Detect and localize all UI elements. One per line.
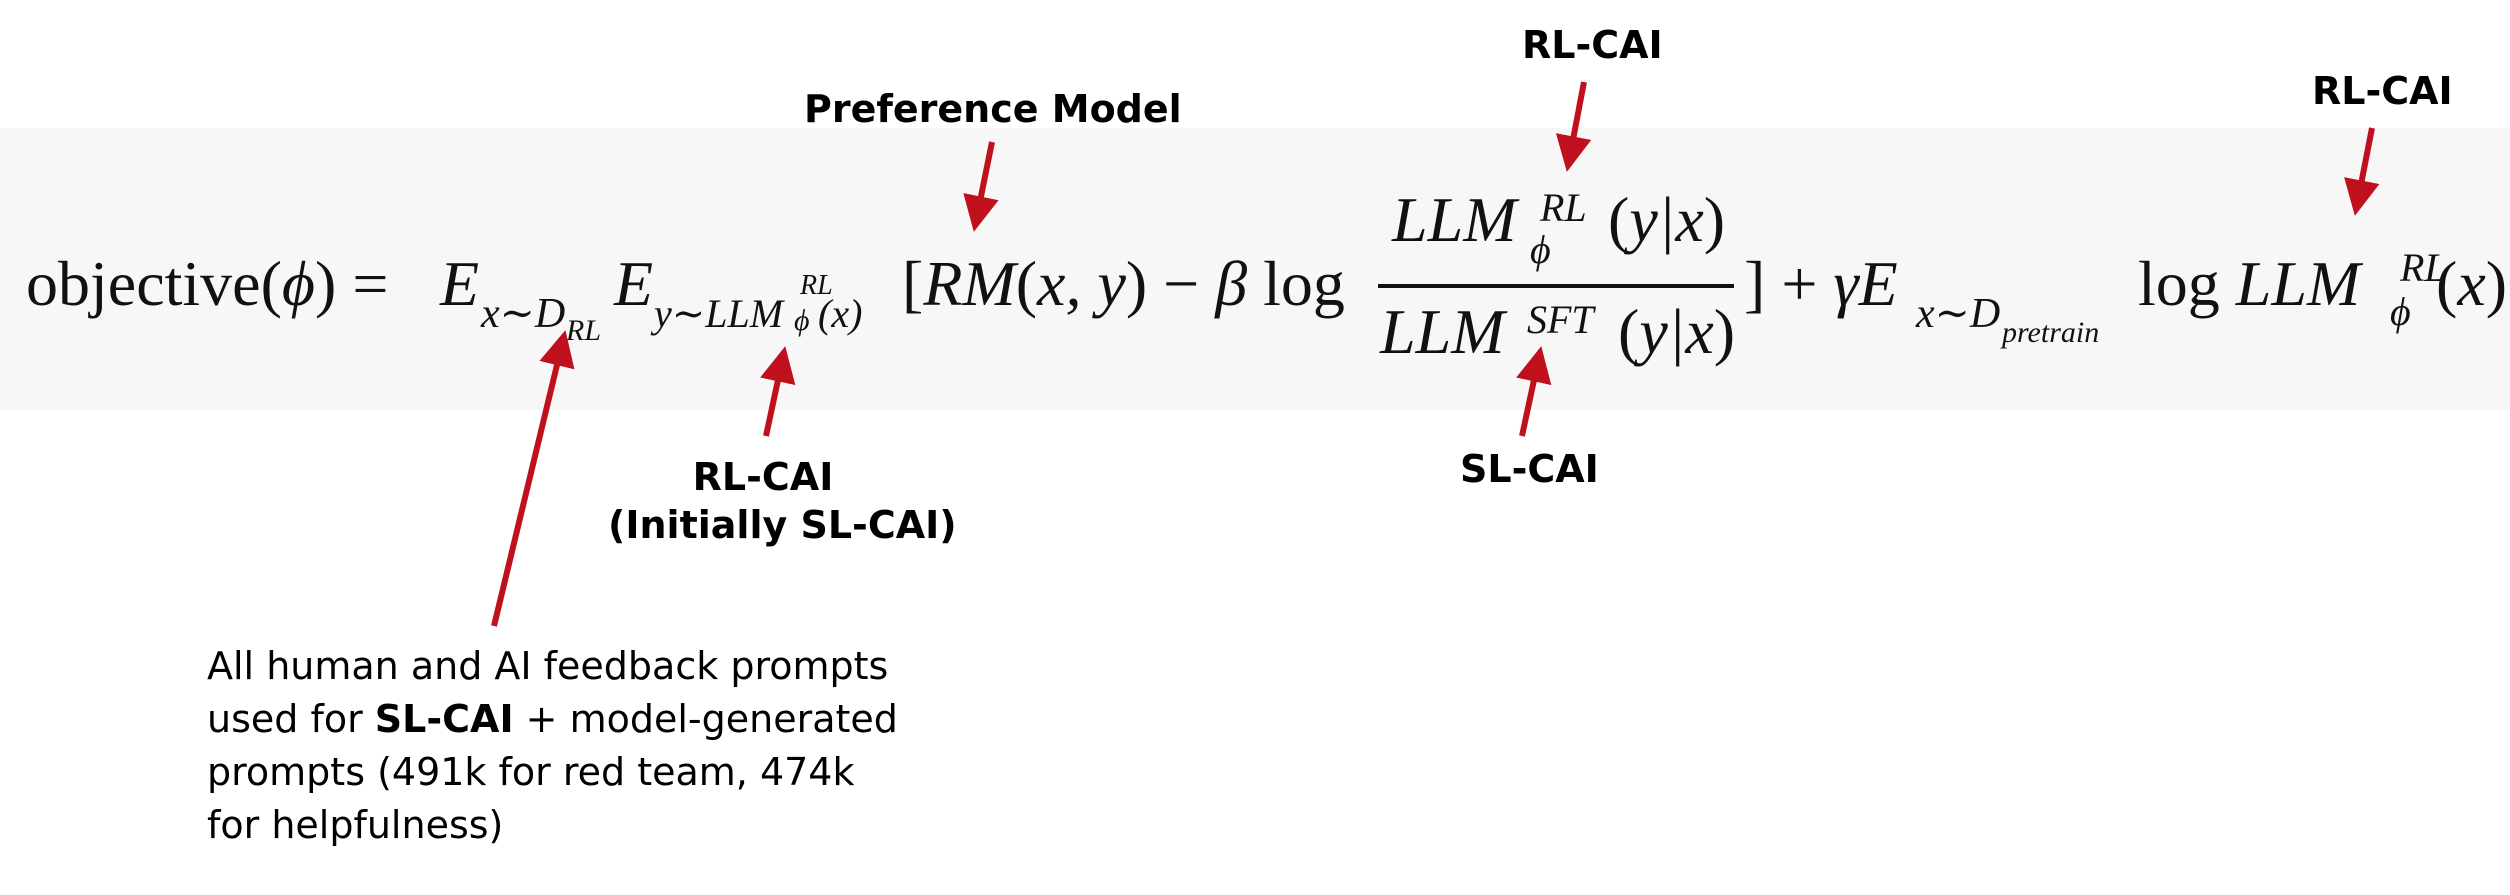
arrow-rl-cai-pretrain (2344, 127, 2380, 216)
rl-cai-initially-label: RL-CAI (Initially SL-CAI) (608, 454, 957, 549)
policy-sub-rl: RL (800, 270, 833, 301)
pretrain-args: (x) (2436, 248, 2508, 319)
denominator-sup-sft: SFT (1527, 297, 1594, 342)
kl-numerator: LLM (1392, 184, 1517, 255)
rl-cai-initially-line2: (Initially SL-CAI) (608, 502, 957, 547)
preference-model-label: Preference Model (804, 87, 1182, 131)
prompts-note: All human and AI feedback prompts used f… (207, 640, 967, 852)
expectation-policy-subscript: y∼LLM (654, 291, 784, 336)
pretrain-subscript: x∼D (1916, 291, 2001, 337)
fraction-bar (1378, 284, 1734, 288)
arrow-prompt-distribution (491, 330, 575, 627)
prompts-note-line3: prompts (491k for red team, 474k (207, 750, 855, 794)
rl-cai-top-right-label: RL-CAI (2312, 69, 2453, 113)
expectation-policy: E (614, 248, 654, 319)
d-pretrain-subscript: pretrain (2002, 316, 2100, 349)
reward-term: [RM(x, y) − β log (902, 248, 1345, 319)
pretrain-term: ] + γE (1744, 248, 1898, 319)
numerator-args: (y|x) (1608, 184, 1726, 255)
rl-cai-top-middle-label: RL-CAI (1522, 23, 1663, 67)
expectation-prompts: E (440, 248, 480, 319)
pretrain-sub-phi: ϕ (2390, 289, 2411, 334)
prompts-note-line2: used for SL-CAI + model-generated (207, 697, 898, 741)
sl-cai-bottom-label: SL-CAI (1460, 447, 1599, 491)
denominator-args: (y|x) (1618, 296, 1736, 367)
kl-denominator: LLM (1380, 296, 1505, 367)
arrow-sl-cai-denominator (1516, 346, 1552, 437)
equation-band (0, 128, 2510, 410)
pretrain-log: log LLM (2138, 248, 2361, 319)
rl-cai-initially-line1: RL-CAI (692, 455, 834, 499)
prompts-note-line1: All human and AI feedback prompts (207, 644, 889, 688)
arrow-preference-model (963, 141, 999, 232)
pretrain-sup-rl: RL (2400, 245, 2447, 290)
arrow-rl-cai-numerator (1555, 81, 1592, 172)
arrow-rl-cai-policy (760, 346, 796, 437)
objective-label: objective(ϕ) = (26, 248, 389, 319)
numerator-sub-phi: ϕ (1530, 227, 1551, 272)
expectation-prompts-subscript: x∼D (481, 291, 566, 337)
policy-sub-x: (x) (818, 291, 863, 336)
prompts-note-line4: for helpfulness) (207, 803, 504, 847)
numerator-sup-rl: RL (1540, 185, 1587, 230)
policy-sub-phi: ϕ (794, 304, 810, 337)
